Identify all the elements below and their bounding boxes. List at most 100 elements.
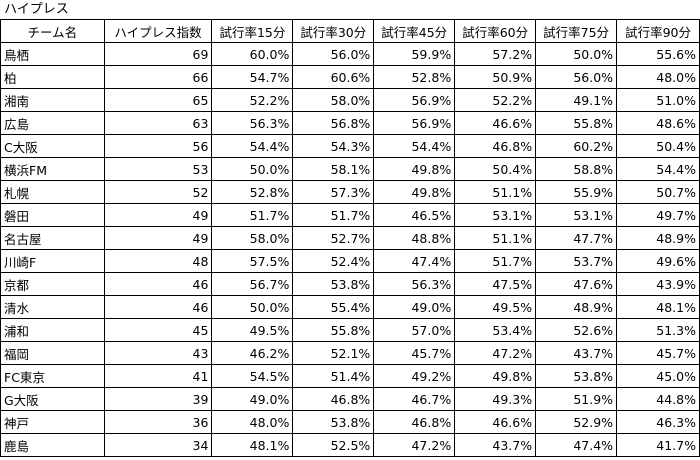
rate-15-cell: 48.0%	[211, 410, 294, 434]
rate-30-cell: 55.4%	[292, 295, 375, 319]
rate-15-cell: 54.5%	[211, 364, 294, 388]
table-row: G大阪 39 49.0% 46.8% 46.7% 49.3% 51.9% 44.8%	[0, 387, 700, 411]
rate-30-cell: 54.3%	[292, 134, 375, 158]
rate-30-cell: 52.4%	[292, 249, 375, 273]
rate-75-cell: 47.7%	[535, 226, 618, 250]
table-row: 神戸 36 48.0% 53.8% 46.8% 46.6% 52.9% 46.3%	[0, 410, 700, 434]
rate-15-cell: 56.7%	[211, 272, 294, 296]
rate-75-cell: 56.0%	[535, 65, 618, 89]
rate-45-cell: 46.7%	[373, 387, 456, 411]
rate-45-cell: 48.8%	[373, 226, 456, 250]
rate-90-cell: 51.3%	[616, 318, 700, 342]
rate-90-cell: 45.0%	[616, 364, 700, 388]
index-cell: 43	[103, 341, 213, 365]
team-cell: C大阪	[0, 134, 105, 158]
team-cell: 磐田	[0, 203, 105, 227]
index-cell: 49	[103, 203, 213, 227]
team-cell: 神戸	[0, 410, 105, 434]
team-cell: 川崎F	[0, 249, 105, 273]
rate-60-cell: 50.4%	[454, 157, 537, 181]
table-row: FC東京 41 54.5% 51.4% 49.2% 49.8% 53.8% 45.0%	[0, 364, 700, 388]
team-cell: 札幌	[0, 180, 105, 204]
rate-45-cell: 49.0%	[373, 295, 456, 319]
rate-75-cell: 55.8%	[535, 111, 618, 135]
rate-45-cell: 47.4%	[373, 249, 456, 273]
rate-30-cell: 58.0%	[292, 88, 375, 112]
team-cell: 柏	[0, 65, 105, 89]
rate-60-cell: 53.4%	[454, 318, 537, 342]
rate-75-cell: 49.1%	[535, 88, 618, 112]
rate-75-cell: 48.9%	[535, 295, 618, 319]
table-row: 横浜FM 53 50.0% 58.1% 49.8% 50.4% 58.8% 54.4%	[0, 157, 700, 181]
team-cell: 広島	[0, 111, 105, 135]
rate-60-cell: 51.1%	[454, 180, 537, 204]
rate-60-cell: 50.9%	[454, 65, 537, 89]
rate-60-cell: 49.8%	[454, 364, 537, 388]
rate-45-cell: 46.8%	[373, 410, 456, 434]
rate-15-cell: 49.0%	[211, 387, 294, 411]
rate-45-cell: 46.5%	[373, 203, 456, 227]
table-row: 清水 46 50.0% 55.4% 49.0% 49.5% 48.9% 48.1%	[0, 295, 700, 319]
rate-75-cell: 52.9%	[535, 410, 618, 434]
rate-75-cell: 53.1%	[535, 203, 618, 227]
column-header-team: チーム名	[0, 19, 105, 43]
rate-90-cell: 49.6%	[616, 249, 700, 273]
table-row: 湘南 65 52.2% 58.0% 56.9% 52.2% 49.1% 51.0%	[0, 88, 700, 112]
column-header-rate-15: 試行率15分	[211, 19, 294, 43]
rate-60-cell: 57.2%	[454, 42, 537, 66]
rate-30-cell: 52.7%	[292, 226, 375, 250]
high-press-table: チーム名 ハイプレス指数 試行率15分 試行率30分 試行率45分 試行率60分…	[0, 19, 700, 457]
index-cell: 46	[103, 272, 213, 296]
rate-60-cell: 46.6%	[454, 410, 537, 434]
rate-75-cell: 47.6%	[535, 272, 618, 296]
rate-15-cell: 46.2%	[211, 341, 294, 365]
rate-45-cell: 56.9%	[373, 111, 456, 135]
rate-30-cell: 52.5%	[292, 433, 375, 457]
index-cell: 46	[103, 295, 213, 319]
rate-30-cell: 57.3%	[292, 180, 375, 204]
header-row: チーム名 ハイプレス指数 試行率15分 試行率30分 試行率45分 試行率60分…	[0, 19, 700, 43]
rate-15-cell: 51.7%	[211, 203, 294, 227]
table-row: 広島 63 56.3% 56.8% 56.9% 46.6% 55.8% 48.6%	[0, 111, 700, 135]
rate-75-cell: 51.9%	[535, 387, 618, 411]
team-cell: 鹿島	[0, 433, 105, 457]
rate-45-cell: 59.9%	[373, 42, 456, 66]
rate-60-cell: 53.1%	[454, 203, 537, 227]
table-row: 京都 46 56.7% 53.8% 56.3% 47.5% 47.6% 43.9%	[0, 272, 700, 296]
rate-90-cell: 51.0%	[616, 88, 700, 112]
rate-45-cell: 49.8%	[373, 157, 456, 181]
rate-15-cell: 50.0%	[211, 295, 294, 319]
column-header-rate-90: 試行率90分	[616, 19, 700, 43]
rate-90-cell: 45.7%	[616, 341, 700, 365]
rate-60-cell: 52.2%	[454, 88, 537, 112]
rate-45-cell: 47.2%	[373, 433, 456, 457]
rate-90-cell: 49.7%	[616, 203, 700, 227]
table-row: 名古屋 49 58.0% 52.7% 48.8% 51.1% 47.7% 48.9%	[0, 226, 700, 250]
index-cell: 36	[103, 410, 213, 434]
rate-90-cell: 50.7%	[616, 180, 700, 204]
team-cell: 京都	[0, 272, 105, 296]
rate-75-cell: 55.9%	[535, 180, 618, 204]
rate-90-cell: 41.7%	[616, 433, 700, 457]
rate-90-cell: 54.4%	[616, 157, 700, 181]
rate-45-cell: 54.4%	[373, 134, 456, 158]
table-row: 福岡 43 46.2% 52.1% 45.7% 47.2% 43.7% 45.7%	[0, 341, 700, 365]
rate-15-cell: 48.1%	[211, 433, 294, 457]
team-cell: 清水	[0, 295, 105, 319]
column-header-index: ハイプレス指数	[103, 19, 213, 43]
team-cell: G大阪	[0, 387, 105, 411]
rate-90-cell: 46.3%	[616, 410, 700, 434]
rate-30-cell: 46.8%	[292, 387, 375, 411]
column-header-rate-45: 試行率45分	[373, 19, 456, 43]
team-cell: 名古屋	[0, 226, 105, 250]
team-cell: 湘南	[0, 88, 105, 112]
page-title: ハイプレス	[4, 2, 69, 17]
table-row: 浦和 45 49.5% 55.8% 57.0% 53.4% 52.6% 51.3%	[0, 318, 700, 342]
rate-75-cell: 52.6%	[535, 318, 618, 342]
index-cell: 41	[103, 364, 213, 388]
index-cell: 39	[103, 387, 213, 411]
index-cell: 52	[103, 180, 213, 204]
rate-15-cell: 49.5%	[211, 318, 294, 342]
index-cell: 49	[103, 226, 213, 250]
index-cell: 63	[103, 111, 213, 135]
